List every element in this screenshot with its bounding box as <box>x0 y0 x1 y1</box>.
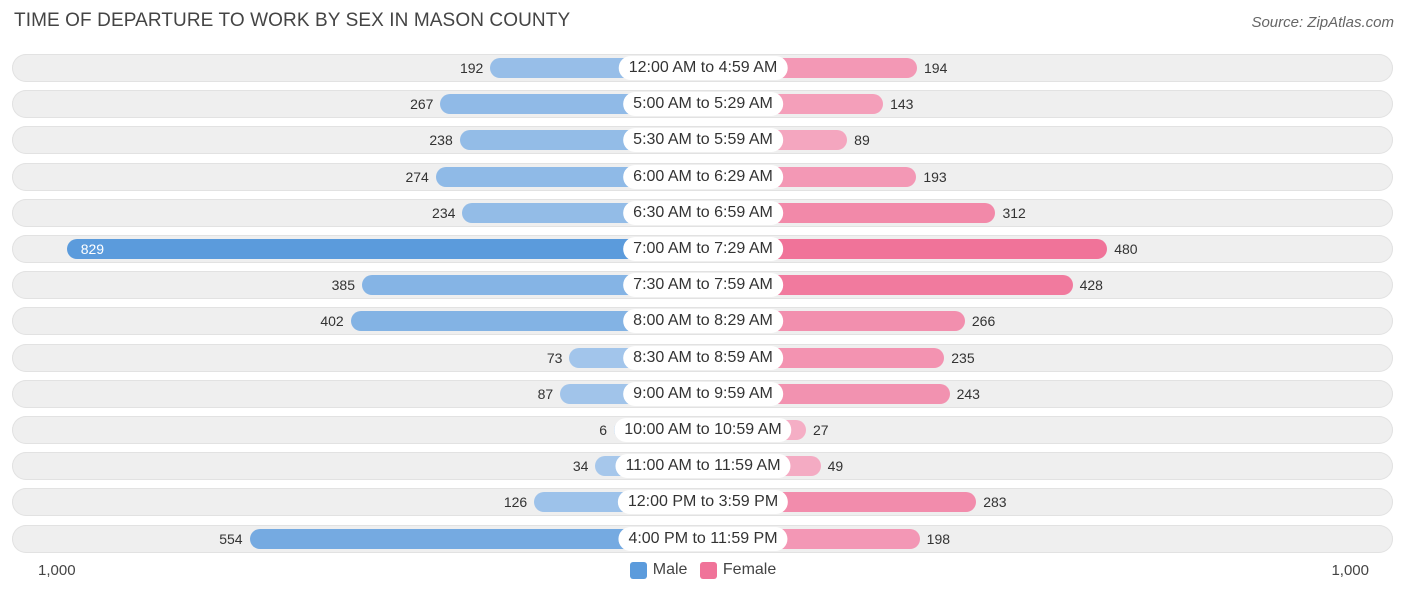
category-label: 6:00 AM to 6:29 AM <box>623 164 783 189</box>
bar-female[interactable] <box>703 239 1108 259</box>
value-label-female: 193 <box>923 168 947 185</box>
chart-title: TIME OF DEPARTURE TO WORK BY SEX IN MASO… <box>14 10 571 31</box>
category-label: 8:30 AM to 8:59 AM <box>623 345 783 370</box>
value-label-male: 192 <box>459 60 484 76</box>
value-label-female: 198 <box>926 530 951 547</box>
value-label-female: 49 <box>827 458 844 475</box>
category-label: 7:00 AM to 7:29 AM <box>623 237 783 261</box>
value-label-male: 385 <box>331 277 355 294</box>
value-label-female: 312 <box>1002 204 1026 221</box>
legend-swatch-female <box>699 561 717 579</box>
value-label-male: 267 <box>410 96 434 113</box>
value-label-female: 480 <box>1114 241 1138 257</box>
source-attribution: Source: ZipAtlas.com <box>1251 14 1394 31</box>
value-label-female: 143 <box>890 96 914 113</box>
value-label-female: 266 <box>971 313 996 330</box>
value-label-female: 243 <box>956 385 980 402</box>
value-label-male: 238 <box>429 132 453 149</box>
value-label-female: 428 <box>1079 277 1103 294</box>
category-label: 12:00 PM to 3:59 PM <box>617 490 789 515</box>
legend-label-male: Male <box>652 561 688 578</box>
bar-male[interactable] <box>350 311 703 332</box>
value-label-male: 829 <box>80 241 105 257</box>
legend-label-female: Female <box>722 561 777 578</box>
bar-male[interactable] <box>361 275 703 296</box>
category-label: 6:30 AM to 6:59 AM <box>623 200 783 225</box>
value-label-female: 89 <box>854 132 870 149</box>
value-label-female: 235 <box>951 349 975 366</box>
legend-item-female[interactable]: Female <box>699 561 777 579</box>
category-label: 11:00 AM to 11:59 AM <box>615 454 791 479</box>
category-label: 10:00 AM to 10:59 AM <box>614 418 792 442</box>
value-label-male: 402 <box>320 313 344 330</box>
value-label-male: 73 <box>546 349 563 366</box>
category-label: 5:30 AM to 5:59 AM <box>623 128 783 153</box>
legend-swatch-male <box>629 561 647 579</box>
legend-item-male[interactable]: Male <box>629 561 688 579</box>
value-label-male: 6 <box>599 422 608 438</box>
category-label: 4:00 PM to 11:59 PM <box>618 526 788 551</box>
value-label-female: 194 <box>924 60 948 76</box>
value-label-female: 27 <box>812 422 829 438</box>
category-label: 7:30 AM to 7:59 AM <box>623 273 783 298</box>
bar-male[interactable] <box>249 528 703 549</box>
value-label-male: 87 <box>537 385 554 402</box>
axis-label-left: 1,000 <box>38 562 76 579</box>
value-label-male: 126 <box>503 494 528 511</box>
bar-male[interactable] <box>66 239 703 259</box>
source-label: Source: ZipAtlas.com <box>1251 14 1394 31</box>
bar-female[interactable] <box>703 275 1073 296</box>
category-label: 9:00 AM to 9:59 AM <box>623 381 783 406</box>
value-label-male: 34 <box>572 458 589 475</box>
axis-label-right: 1,000 <box>1331 562 1369 579</box>
category-label: 8:00 AM to 8:29 AM <box>623 309 783 334</box>
value-label-male: 234 <box>432 204 456 221</box>
category-label: 12:00 AM to 4:59 AM <box>618 56 788 80</box>
value-label-male: 274 <box>405 168 429 185</box>
value-label-male: 554 <box>219 530 243 547</box>
value-label-female: 283 <box>983 494 1007 511</box>
legend: Male Female <box>0 561 1406 584</box>
category-label: 5:00 AM to 5:29 AM <box>623 92 783 117</box>
